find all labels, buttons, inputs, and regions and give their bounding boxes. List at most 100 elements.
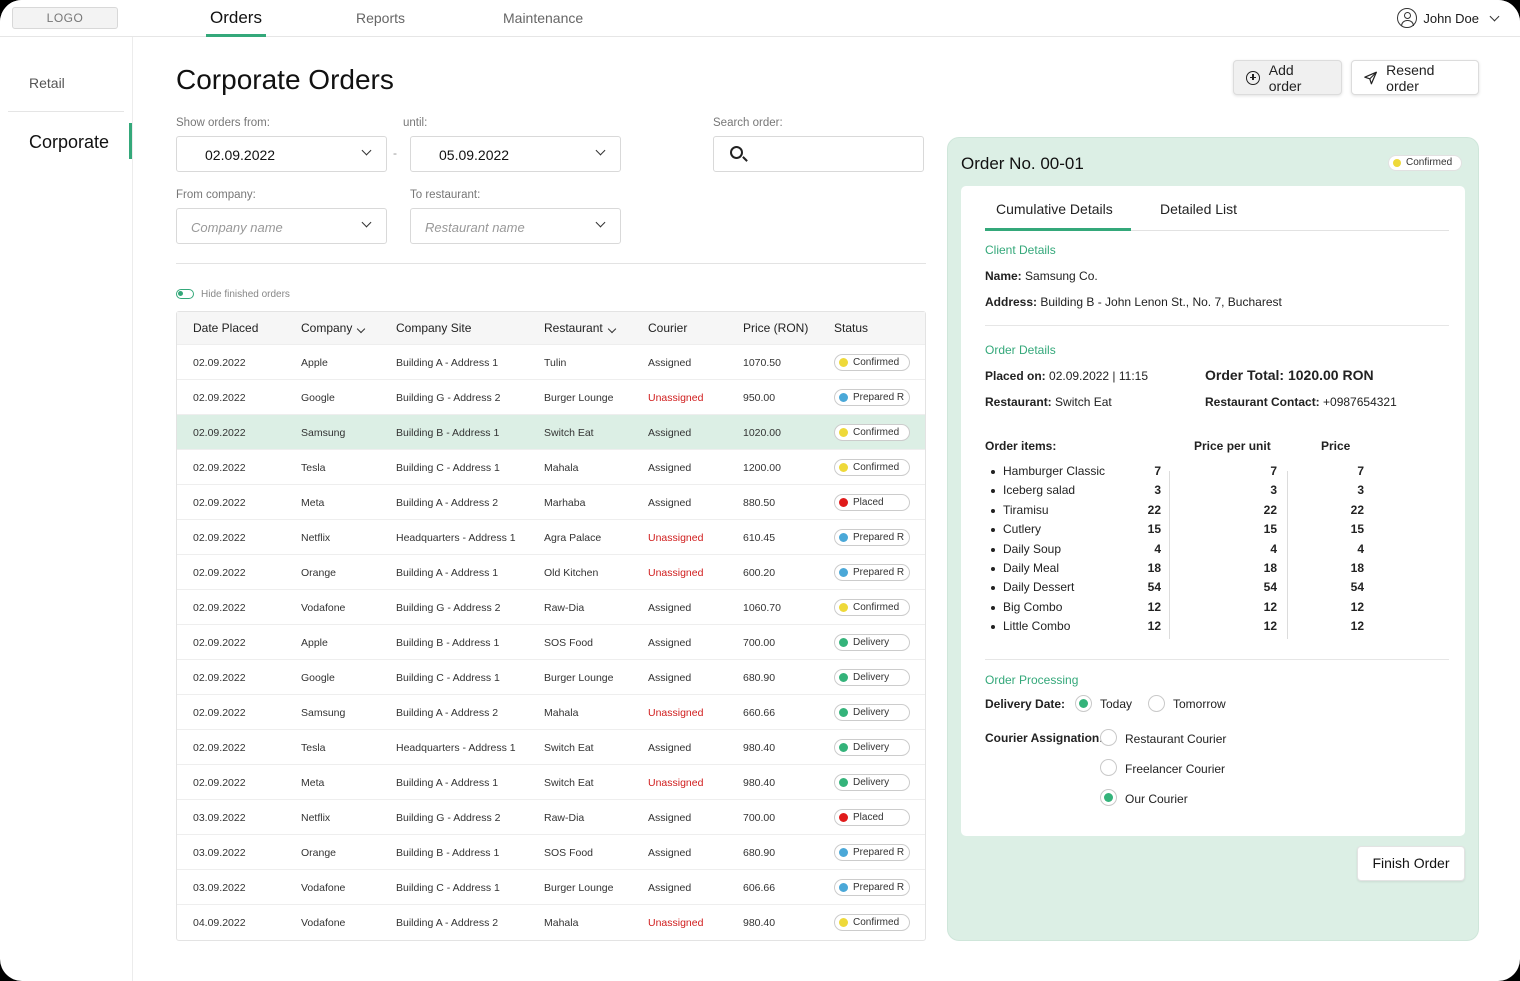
column-header-courier[interactable]: Courier — [648, 321, 688, 335]
status-badge: Prepared R — [834, 844, 910, 861]
table-row[interactable]: 02.09.2022 Samsung Building A - Address 2 M… — [177, 694, 925, 729]
tab-reports[interactable]: Reports — [356, 10, 406, 26]
table-header: Date Placed Company Company Site Restaur… — [177, 312, 925, 344]
from-date-label: Show orders from: — [176, 117, 270, 129]
column-divider — [1287, 471, 1288, 639]
cell-date: 02.09.2022 — [193, 777, 246, 789]
column-header-price[interactable]: Price (RON) — [743, 321, 809, 335]
column-header-status[interactable]: Status — [834, 321, 869, 335]
delivery-today-radio[interactable] — [1075, 695, 1092, 712]
cell-price: 660.66 — [743, 707, 776, 719]
table-row[interactable]: 02.09.2022 Vodafone Building G - Address 2… — [177, 589, 925, 624]
sidebar-item-retail[interactable]: Retail — [29, 75, 65, 91]
restaurant-select[interactable]: Restaurant name — [410, 208, 621, 244]
column-header-date[interactable]: Date Placed — [193, 321, 259, 335]
until-date-select[interactable]: 05.09.2022 — [410, 136, 621, 172]
cell-courier: Unassigned — [648, 777, 704, 789]
status-badge: Delivery — [834, 774, 910, 791]
table-row[interactable]: 02.09.2022 Apple Building A - Address 1 Tul… — [177, 344, 925, 379]
courier-freelancer-label: Freelancer Courier — [1125, 762, 1226, 776]
courier-freelancer-radio[interactable] — [1100, 759, 1117, 776]
cell-site: Building G - Address 2 — [396, 812, 501, 824]
restaurant-filter-label: To restaurant: — [410, 189, 481, 201]
tab-orders[interactable]: Orders — [206, 0, 266, 37]
chevron-down-icon — [595, 217, 606, 228]
cell-site: Building A - Address 1 — [396, 357, 499, 369]
cell-courier: Assigned — [648, 672, 692, 684]
order-item: Iceberg salad 3 — [989, 482, 1161, 501]
hide-finished-toggle[interactable] — [176, 289, 194, 299]
table-row[interactable]: 02.09.2022 Google Building C - Address 1 Bu… — [177, 659, 925, 694]
tab-cumulative-details[interactable]: Cumulative Details — [996, 201, 1113, 217]
cell-company: Tesla — [301, 742, 326, 754]
status-badge: Placed — [834, 494, 910, 511]
table-row[interactable]: 03.09.2022 Netflix Building G - Address 2 R… — [177, 799, 925, 834]
column-header-restaurant[interactable]: Restaurant — [544, 321, 616, 335]
table-row[interactable]: 02.09.2022 Meta Building A - Address 2 Marh… — [177, 484, 925, 519]
table-row[interactable]: 03.09.2022 Vodafone Building C - Address 1… — [177, 869, 925, 904]
table-row[interactable]: 03.09.2022 Orange Building B - Address 1 SO… — [177, 834, 925, 869]
cell-restaurant: Switch Eat — [544, 427, 594, 439]
item-name: Daily Meal — [1003, 561, 1060, 575]
table-row[interactable]: 02.09.2022 Orange Building A - Address 1 Ol… — [177, 554, 925, 589]
from-date-select[interactable]: 02.09.2022 — [176, 136, 387, 172]
status-badge: Delivery — [834, 634, 910, 651]
item-price: 54 — [1350, 580, 1364, 595]
courier-restaurant-radio[interactable] — [1100, 729, 1117, 746]
cell-site: Building C - Address 1 — [396, 882, 500, 894]
cell-restaurant: Agra Palace — [544, 532, 602, 544]
bullet-icon — [991, 547, 995, 552]
table-row[interactable]: 02.09.2022 Tesla Headquarters - Address 1 S… — [177, 729, 925, 764]
section-divider — [985, 659, 1449, 660]
add-order-button[interactable]: Add order — [1233, 60, 1342, 95]
cell-site: Building C - Address 1 — [396, 462, 500, 474]
cell-restaurant: Mahala — [544, 707, 579, 719]
item-price: 7 — [1357, 464, 1364, 478]
cell-company: Orange — [301, 567, 337, 579]
sidebar-item-corporate[interactable]: Corporate — [29, 132, 110, 152]
cell-date: 02.09.2022 — [193, 567, 246, 579]
item-quantity: 7 — [1154, 464, 1161, 478]
cell-price: 1020.00 — [743, 427, 781, 439]
table-row[interactable]: 02.09.2022 Tesla Building C - Address 1 Mah… — [177, 449, 925, 484]
top-navigation: LOGO Orders Reports Maintenance John Doe — [0, 0, 1520, 37]
search-input[interactable] — [713, 136, 924, 172]
cell-date: 02.09.2022 — [193, 742, 246, 754]
table-row[interactable]: 02.09.2022 Meta Building A - Address 1 Swit… — [177, 764, 925, 799]
table-row[interactable]: 02.09.2022 Samsung Building B - Address 1 S… — [177, 414, 925, 449]
delivery-tomorrow-label: Tomorrow — [1173, 697, 1226, 711]
cell-company: Apple — [301, 357, 328, 369]
item-price-per-unit: 18 — [1263, 561, 1277, 575]
cell-courier: Assigned — [648, 637, 692, 649]
restaurant-contact: Restaurant Contact: +0987654321 — [1205, 395, 1397, 409]
tab-maintenance[interactable]: Maintenance — [503, 10, 584, 26]
courier-our-radio[interactable] — [1100, 789, 1117, 806]
tab-detailed-list[interactable]: Detailed List — [1160, 201, 1238, 217]
item-price-per-unit: 22 — [1263, 502, 1277, 517]
table-row[interactable]: 02.09.2022 Apple Building B - Address 1 SOS… — [177, 624, 925, 659]
delivery-tomorrow-radio[interactable] — [1148, 695, 1165, 712]
bullet-icon — [991, 489, 995, 494]
resend-order-button[interactable]: Resend order — [1351, 60, 1479, 95]
column-header-company[interactable]: Company — [301, 321, 366, 335]
column-header-site[interactable]: Company Site — [396, 321, 472, 335]
cell-company: Vodafone — [301, 882, 346, 894]
cell-site: Building C - Address 1 — [396, 672, 500, 684]
company-select[interactable]: Company name — [176, 208, 387, 244]
chevron-down-icon — [361, 145, 372, 156]
user-menu[interactable]: John Doe — [1397, 7, 1500, 29]
item-quantity: 22 — [1147, 502, 1161, 517]
item-quantity: 18 — [1147, 561, 1161, 575]
cell-price: 700.00 — [743, 812, 776, 824]
hide-finished-label: Hide finished orders — [201, 289, 290, 300]
status-badge: Prepared R — [834, 564, 910, 581]
order-item: Tiramisu 22 — [989, 502, 1161, 521]
table-row[interactable]: 04.09.2022 Vodafone Building A - Address 2… — [177, 904, 925, 939]
finish-order-button[interactable]: Finish Order — [1357, 846, 1465, 881]
placed-on: Placed on: 02.09.2022 | 11:15 — [985, 369, 1149, 383]
add-circle-icon — [1246, 70, 1260, 85]
sidebar-active-indicator — [129, 123, 132, 159]
item-quantity: 54 — [1147, 580, 1161, 595]
table-row[interactable]: 02.09.2022 Netflix Headquarters - Address … — [177, 519, 925, 554]
table-row[interactable]: 02.09.2022 Google Building G - Address 2 Bu… — [177, 379, 925, 414]
